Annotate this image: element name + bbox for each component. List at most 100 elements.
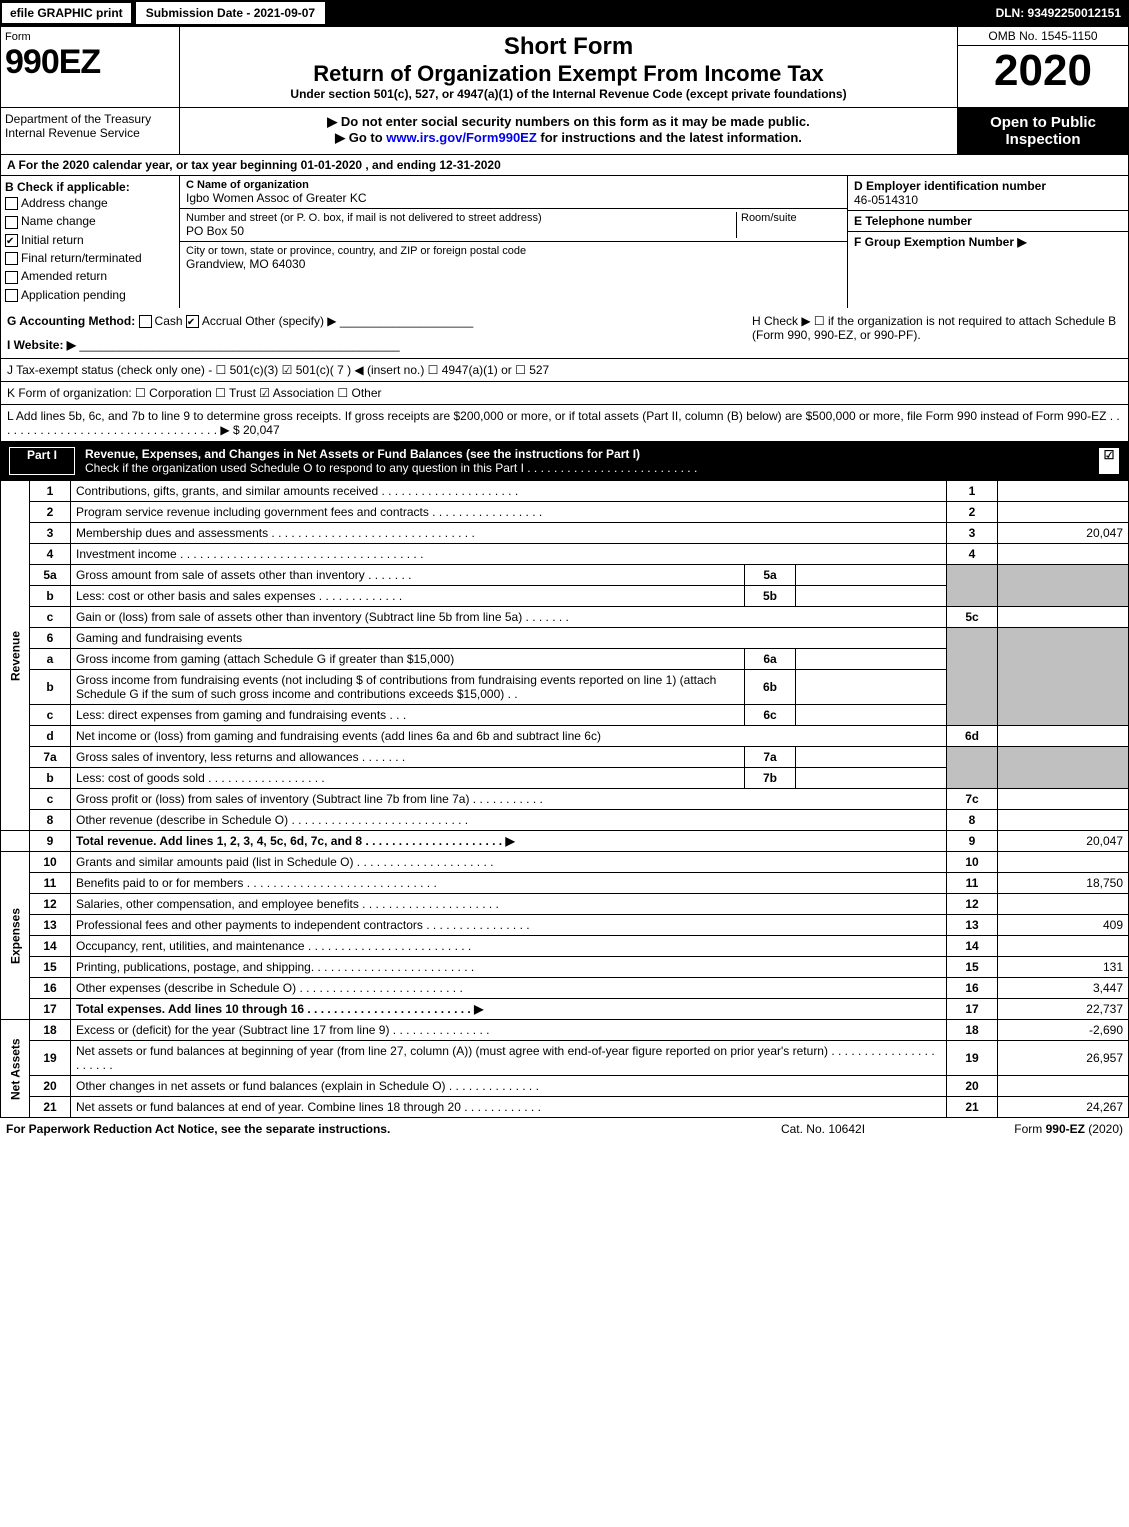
tel-block: E Telephone number — [848, 211, 1128, 232]
n-16: 16 — [947, 978, 998, 999]
mv-7b — [796, 768, 947, 789]
ein-label: D Employer identification number — [854, 179, 1122, 193]
mn-7b: 7b — [745, 768, 796, 789]
cb-name[interactable]: Name change — [5, 212, 175, 230]
n-5c: 5c — [947, 607, 998, 628]
ln-11: 11 — [30, 873, 71, 894]
header: Form 990EZ Short Form Return of Organiza… — [0, 26, 1129, 108]
warn-ssn: ▶ Do not enter social security numbers o… — [186, 114, 951, 130]
room-label: Room/suite — [736, 212, 841, 238]
lines-table: Revenue 1 Contributions, gifts, grants, … — [0, 480, 1129, 1118]
n-12: 12 — [947, 894, 998, 915]
v-13: 409 — [998, 915, 1129, 936]
ln-6a: a — [30, 649, 71, 670]
h-block: H Check ▶ ☐ if the organization is not r… — [752, 314, 1122, 352]
g-label: G Accounting Method: — [7, 314, 135, 328]
n-3: 3 — [947, 523, 998, 544]
v-15: 131 — [998, 957, 1129, 978]
v-3: 20,047 — [998, 523, 1129, 544]
d-7b: Less: cost of goods sold . . . . . . . .… — [71, 768, 745, 789]
irs-link[interactable]: www.irs.gov/Form990EZ — [386, 130, 537, 145]
section-expenses: Expenses — [1, 852, 30, 1020]
addr-cell: Number and street (or P. O. box, if mail… — [186, 212, 736, 238]
mv-6a — [796, 649, 947, 670]
grey-5 — [947, 565, 998, 607]
b-label: B Check if applicable: — [5, 180, 175, 194]
section-revenue: Revenue — [1, 481, 30, 831]
d-6d: Net income or (loss) from gaming and fun… — [71, 726, 947, 747]
n-11: 11 — [947, 873, 998, 894]
warn-link: ▶ Go to www.irs.gov/Form990EZ for instru… — [186, 130, 951, 146]
ln-9: 9 — [30, 831, 71, 852]
cb-accrual[interactable] — [186, 315, 199, 328]
dln: DLN: 93492250012151 — [996, 6, 1129, 20]
k-row: K Form of organization: ☐ Corporation ☐ … — [0, 382, 1129, 405]
n-13: 13 — [947, 915, 998, 936]
ein-block: D Employer identification number 46-0514… — [848, 176, 1128, 211]
v-8 — [998, 810, 1129, 831]
group-exempt: F Group Exemption Number ▶ — [848, 232, 1128, 252]
d-15: Printing, publications, postage, and shi… — [71, 957, 947, 978]
mv-5a — [796, 565, 947, 586]
addr-block: Number and street (or P. O. box, if mail… — [180, 209, 847, 242]
city-block: City or town, state or province, country… — [180, 242, 847, 274]
title-return: Return of Organization Exempt From Incom… — [186, 61, 951, 87]
n-1: 1 — [947, 481, 998, 502]
n-4: 4 — [947, 544, 998, 565]
d-6a: Gross income from gaming (attach Schedul… — [71, 649, 745, 670]
efile-print[interactable]: efile GRAPHIC print — [2, 3, 131, 23]
footer-right: Form 990-EZ (2020) — [923, 1122, 1123, 1136]
d-7a: Gross sales of inventory, less returns a… — [71, 747, 745, 768]
ln-7c: c — [30, 789, 71, 810]
open-box: Open to Public Inspection — [957, 108, 1128, 154]
d-1: Contributions, gifts, grants, and simila… — [71, 481, 947, 502]
ln-15: 15 — [30, 957, 71, 978]
part1-checkbox[interactable]: ☑ — [1098, 447, 1120, 475]
ln-13: 13 — [30, 915, 71, 936]
ln-10: 10 — [30, 852, 71, 873]
cb-amended[interactable]: Amended return — [5, 267, 175, 285]
n-20: 20 — [947, 1076, 998, 1097]
v-5c — [998, 607, 1129, 628]
mv-6b — [796, 670, 947, 705]
n-18: 18 — [947, 1020, 998, 1041]
gh-row: G Accounting Method: Cash Accrual Other … — [0, 308, 1129, 359]
f-label: F Group Exemption Number ▶ — [854, 235, 1122, 249]
d-12: Salaries, other compensation, and employ… — [71, 894, 947, 915]
part1-label: Part I — [9, 447, 75, 475]
header-right: OMB No. 1545-1150 2020 — [957, 27, 1128, 107]
cb-pending[interactable]: Application pending — [5, 286, 175, 304]
d-18: Excess or (deficit) for the year (Subtra… — [71, 1020, 947, 1041]
name-label: C Name of organization — [186, 179, 841, 191]
ln-6c: c — [30, 705, 71, 726]
i-website: I Website: ▶ — [7, 338, 76, 352]
v-1 — [998, 481, 1129, 502]
ln-18: 18 — [30, 1020, 71, 1041]
d-5a: Gross amount from sale of assets other t… — [71, 565, 745, 586]
n-19: 19 — [947, 1041, 998, 1076]
d-5c: Gain or (loss) from sale of assets other… — [71, 607, 947, 628]
ln-4: 4 — [30, 544, 71, 565]
cb-initial[interactable]: Initial return — [5, 231, 175, 249]
v-20 — [998, 1076, 1129, 1097]
d-5b: Less: cost or other basis and sales expe… — [71, 586, 745, 607]
org-name: Igbo Women Assoc of Greater KC — [186, 191, 841, 205]
ln-2: 2 — [30, 502, 71, 523]
d-19: Net assets or fund balances at beginning… — [71, 1041, 947, 1076]
cb-cash[interactable] — [139, 315, 152, 328]
ln-17: 17 — [30, 999, 71, 1020]
form-number: 990EZ — [5, 43, 175, 82]
ln-6: 6 — [30, 628, 71, 649]
part1-header: Part I Revenue, Expenses, and Changes in… — [0, 442, 1129, 480]
d-13: Professional fees and other payments to … — [71, 915, 947, 936]
d-21: Net assets or fund balances at end of ye… — [71, 1097, 947, 1118]
d-7c: Gross profit or (loss) from sales of inv… — [71, 789, 947, 810]
org-name-block: C Name of organization Igbo Women Assoc … — [180, 176, 847, 209]
cb-final[interactable]: Final return/terminated — [5, 249, 175, 267]
mn-6a: 6a — [745, 649, 796, 670]
n-9: 9 — [947, 831, 998, 852]
d-20: Other changes in net assets or fund bala… — [71, 1076, 947, 1097]
mv-5b — [796, 586, 947, 607]
instructions: ▶ Do not enter social security numbers o… — [180, 108, 957, 154]
cb-address[interactable]: Address change — [5, 194, 175, 212]
